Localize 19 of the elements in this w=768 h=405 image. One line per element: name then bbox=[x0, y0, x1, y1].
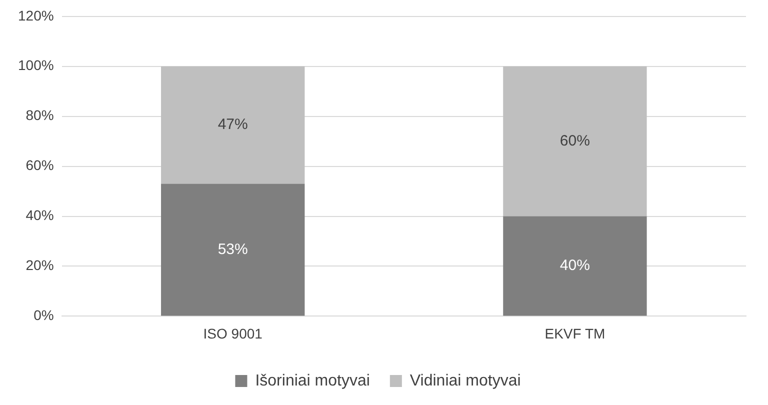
legend-label: Išoriniai motyvai bbox=[255, 372, 370, 390]
bar bbox=[161, 184, 305, 316]
y-tick-label: 120% bbox=[18, 7, 54, 24]
x-tick-label: ISO 9001 bbox=[203, 325, 263, 342]
y-tick-label: 0% bbox=[34, 307, 54, 324]
data-label: 60% bbox=[560, 132, 590, 150]
x-tick-label: EKVF TM bbox=[544, 325, 606, 342]
bar bbox=[161, 66, 305, 184]
y-tick-label: 80% bbox=[26, 107, 54, 124]
y-tick-label: 60% bbox=[26, 157, 54, 174]
bar bbox=[503, 216, 647, 316]
bar bbox=[503, 66, 647, 216]
data-label: 53% bbox=[218, 240, 248, 258]
y-tick-label: 100% bbox=[18, 57, 54, 74]
y-tick-label: 20% bbox=[26, 257, 54, 274]
y-tick-label: 40% bbox=[26, 207, 54, 224]
legend-label: Vidiniai motyvai bbox=[410, 372, 521, 390]
data-label: 47% bbox=[218, 116, 248, 134]
data-label: 40% bbox=[560, 257, 590, 274]
